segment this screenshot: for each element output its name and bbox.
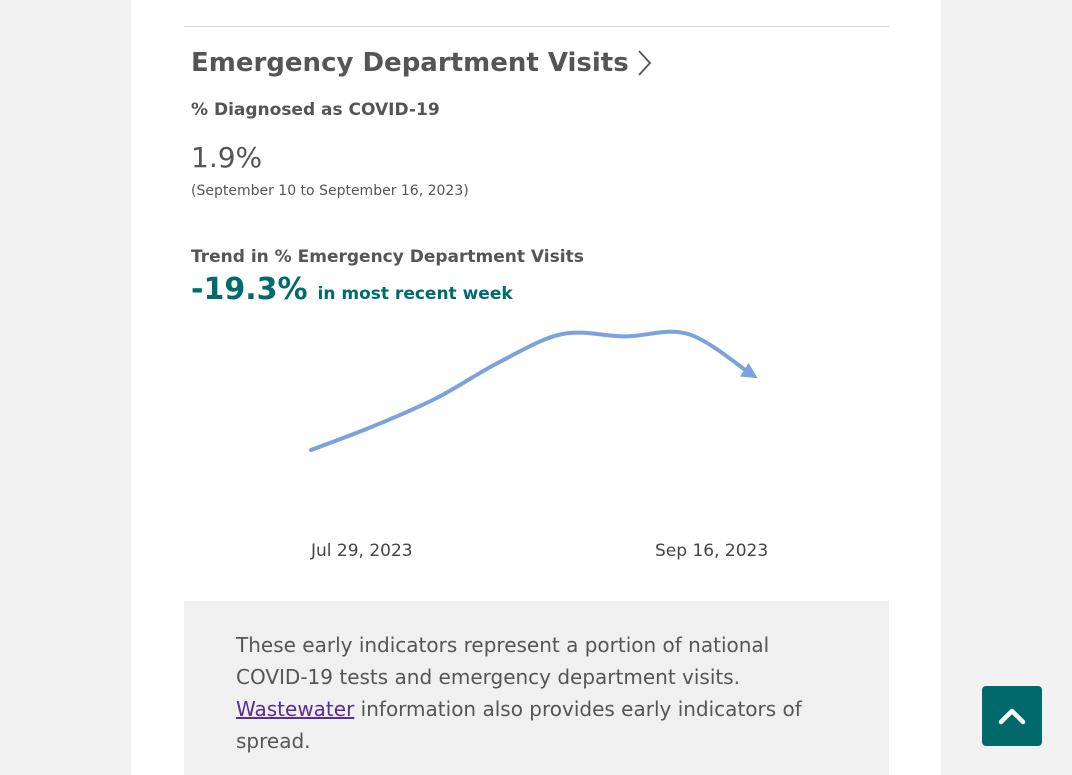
wastewater-link[interactable]: Wastewater [236, 697, 355, 721]
metric-value: 1.9% [191, 141, 263, 174]
info-text-intro: These early indicators represent a porti… [236, 633, 770, 689]
trend-sparkline [309, 329, 758, 452]
trend-change: -19.3% [191, 272, 308, 307]
trend-label: Trend in % Emergency Department Visits [191, 247, 584, 267]
back-to-top-button[interactable] [982, 686, 1042, 746]
info-text-outro: information also provides early indicato… [236, 697, 802, 753]
chevron-right-icon [638, 50, 651, 76]
x-tick-label-start: Jul 29, 2023 [311, 541, 413, 561]
metric-period: (September 10 to September 16, 2023) [191, 183, 469, 199]
chevron-up-icon [998, 708, 1026, 725]
content-card: Emergency Department Visits % Diagnosed … [131, 0, 941, 775]
info-callout: These early indicators represent a porti… [184, 601, 889, 775]
sparkline-series-line [309, 329, 758, 452]
section-title-link[interactable]: Emergency Department Visits [191, 48, 653, 78]
trend-change-note: in most recent week [317, 284, 513, 304]
section-divider [184, 26, 889, 27]
section-title: Emergency Department Visits [191, 48, 629, 78]
x-tick-label-end: Sep 16, 2023 [655, 541, 769, 561]
info-text: These early indicators represent a porti… [236, 629, 806, 757]
trend-summary: -19.3% in most recent week [191, 272, 513, 307]
metric-label: % Diagnosed as COVID-19 [191, 100, 440, 120]
